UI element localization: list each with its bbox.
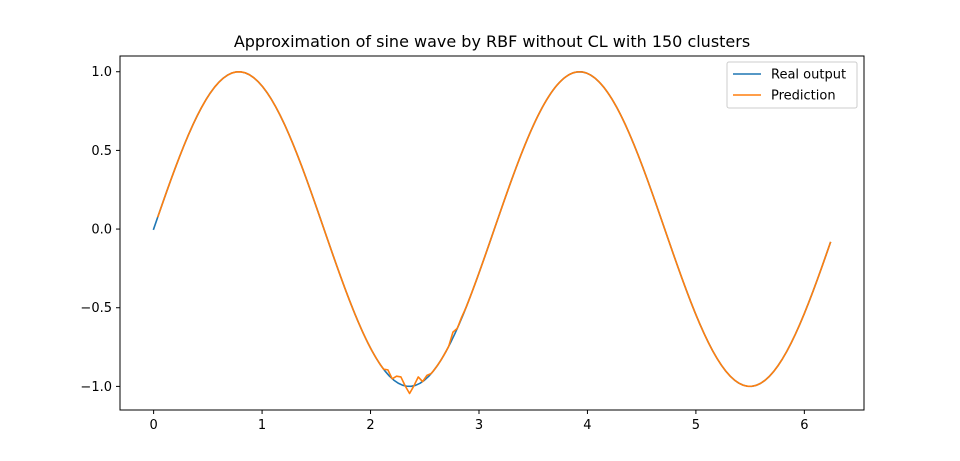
axes: 0 1 2 3 4 5 6 −1.0 −0.5 0.0 0.5 1.0: [80, 55, 865, 433]
x-tick-label: 4: [583, 418, 591, 433]
y-tick-label: 1.0: [91, 65, 112, 80]
plot-area: [152, 70, 832, 395]
legend-label: Prediction: [771, 89, 836, 104]
y-tick-label: 0.5: [91, 144, 112, 159]
chart-title: Approximation of sine wave by RBF withou…: [234, 32, 750, 51]
x-tick-label: 6: [800, 418, 808, 433]
y-tick-label: −1.0: [80, 380, 112, 395]
series-line-prediction: [156, 70, 832, 395]
x-tick-label: 2: [366, 418, 374, 433]
legend: Real output Prediction: [726, 61, 858, 109]
x-tick-label: 0: [149, 418, 157, 433]
x-tick-label: 1: [258, 418, 266, 433]
x-tick-label: 3: [475, 418, 483, 433]
y-tick-label: 0.0: [91, 223, 112, 238]
axes-frame: [119, 55, 865, 411]
x-tick-label: 5: [692, 418, 700, 433]
y-tick-label: −0.5: [80, 301, 112, 316]
legend-label: Real output: [771, 68, 846, 83]
